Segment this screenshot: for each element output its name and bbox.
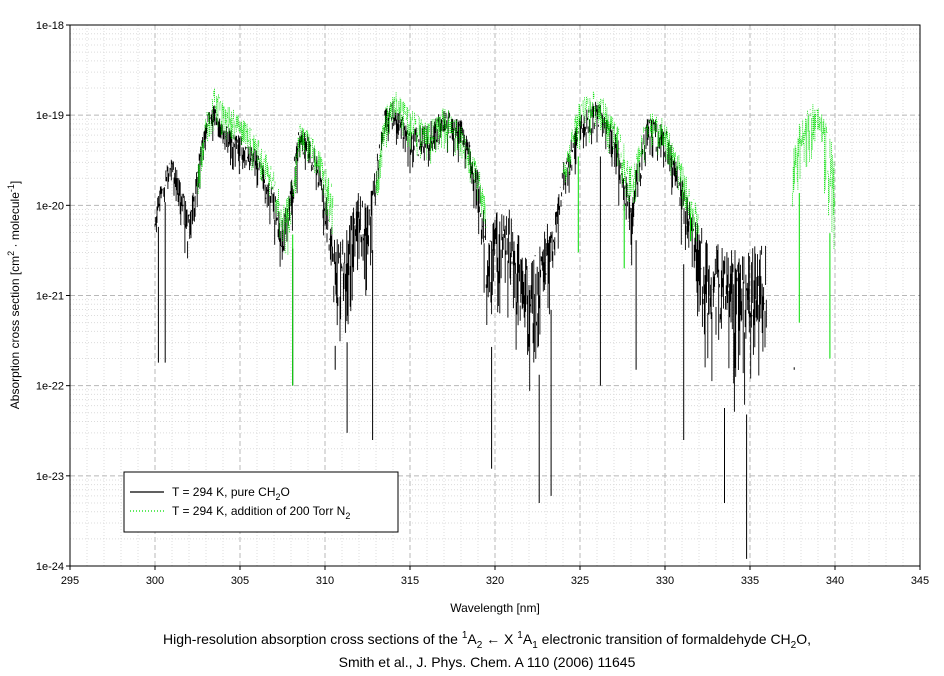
x-tick-label: 335: [741, 575, 759, 587]
series-layer: [154, 88, 836, 559]
x-tick-label: 310: [316, 575, 334, 587]
x-axis-title: Wavelength [nm]: [450, 601, 540, 615]
caption: High-resolution absorption cross section…: [163, 630, 811, 670]
x-tick-label: 325: [571, 575, 589, 587]
y-tick-label: 1e-24: [36, 561, 64, 573]
x-tick-label: 320: [486, 575, 504, 587]
y-tick-label: 1e-19: [36, 110, 64, 122]
legend-label-pure: T = 294 K, pure CH2O: [172, 485, 290, 502]
x-tick-label: 315: [401, 575, 419, 587]
y-tick-label: 1e-20: [36, 200, 64, 212]
x-ticks: 295 300 305 310 315 320 325 330 335 340 345: [61, 566, 929, 587]
legend-box: [123, 471, 399, 533]
x-tick-label: 305: [231, 575, 249, 587]
x-tick-label: 300: [146, 575, 164, 587]
y-axis-title: Absorption cross section [cm2 · molecule…: [6, 181, 22, 409]
legend-label-n2: T = 294 K, addition of 200 Torr N2: [172, 504, 350, 521]
x-tick-label: 295: [61, 575, 79, 587]
y-tick-label: 1e-21: [36, 291, 64, 303]
series-n2-addition-trace: [197, 88, 836, 255]
y-tick-label: 1e-23: [36, 471, 64, 483]
x-tick-label: 340: [826, 575, 844, 587]
y-tick-label: 1e-22: [36, 381, 64, 393]
caption-line-2: Smith et al., J. Phys. Chem. A 110 (2006…: [339, 654, 636, 670]
y-ticks: 1e-18 1e-19 1e-20 1e-21 1e-22 1e-23 1e-24: [36, 20, 70, 573]
y-tick-label: 1e-18: [36, 20, 64, 32]
x-tick-label: 345: [911, 575, 929, 587]
caption-line-1: High-resolution absorption cross section…: [163, 630, 811, 651]
x-tick-label: 330: [656, 575, 674, 587]
legend: T = 294 K, pure CH2O T = 294 K, addition…: [123, 471, 399, 533]
